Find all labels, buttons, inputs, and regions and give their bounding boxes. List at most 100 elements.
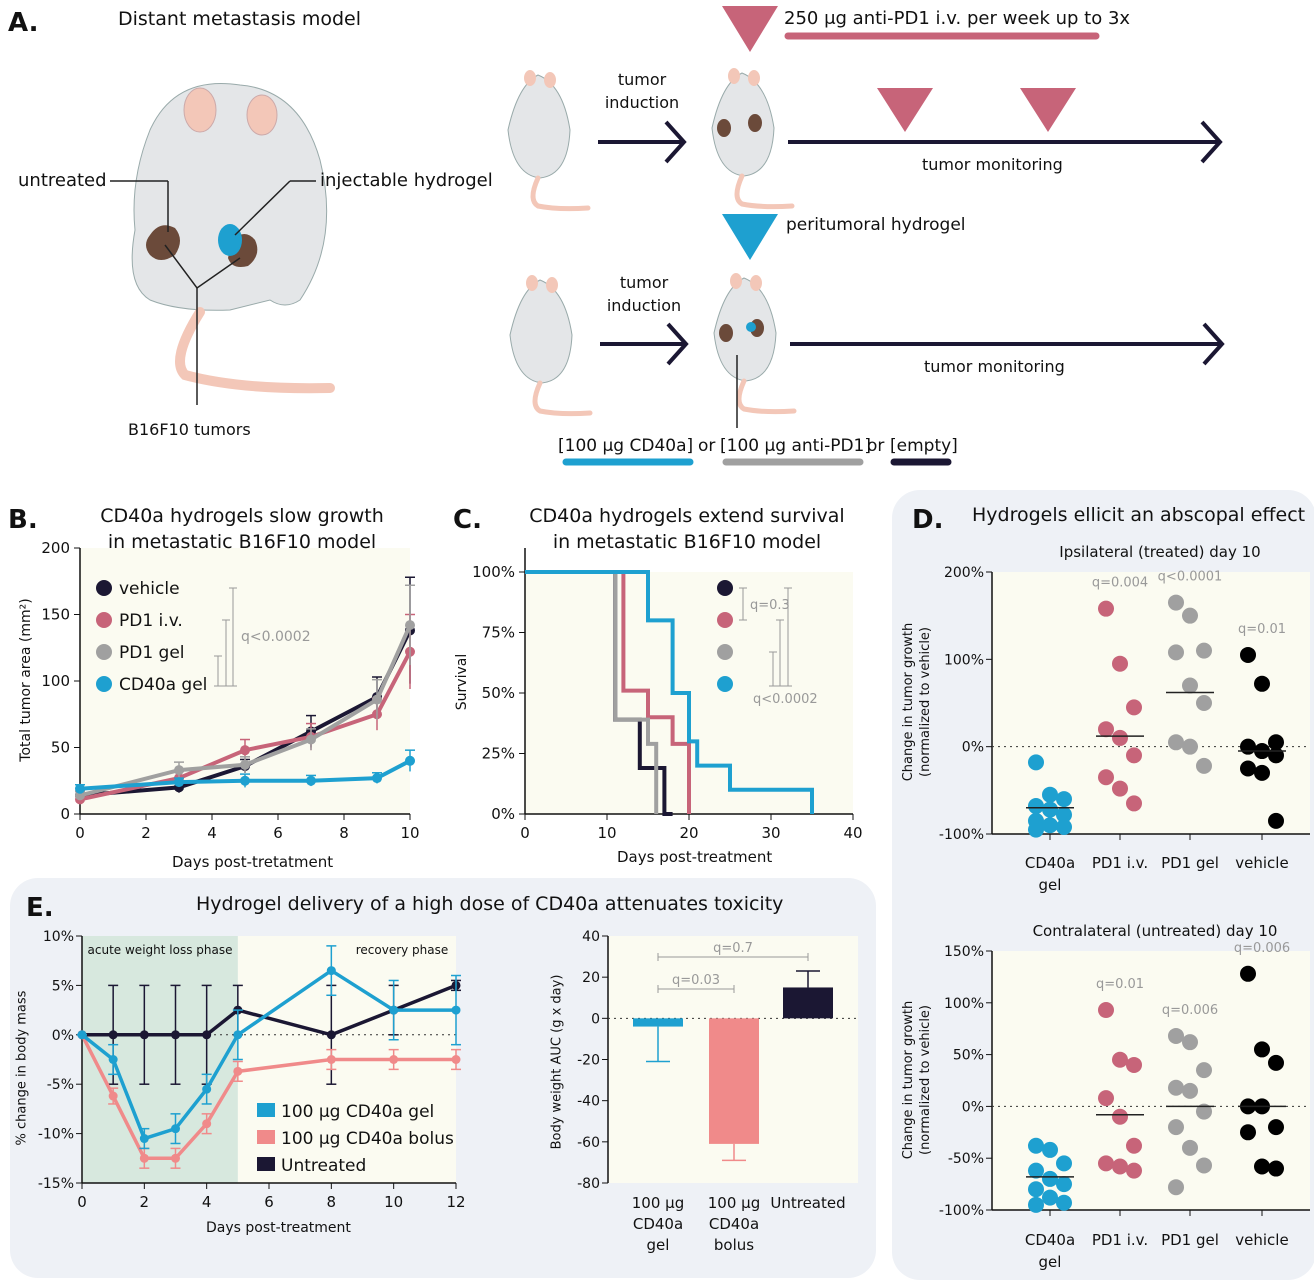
panel-e1-point bbox=[108, 1091, 118, 1101]
panel-d2-dot bbox=[1268, 1160, 1284, 1177]
panel-d2-dot bbox=[1056, 1155, 1072, 1172]
panel-e1-legend-swatch bbox=[257, 1130, 275, 1144]
panel-e2-category-label: gel bbox=[647, 1236, 670, 1254]
panel-d2-dot bbox=[1168, 1119, 1184, 1136]
panel-b-ytick-label: 150 bbox=[41, 606, 70, 624]
panel-d1-dot bbox=[1196, 695, 1212, 711]
panel-e1-xtick-label: 0 bbox=[77, 1193, 87, 1211]
tumor-monitoring-label-1: tumor monitoring bbox=[922, 155, 1063, 174]
panel-e1-point bbox=[326, 1030, 336, 1040]
panel-e1-point bbox=[77, 1030, 87, 1040]
mouse-1-tail bbox=[530, 175, 591, 212]
panel-d1-dot bbox=[1112, 780, 1128, 797]
panel-b-letter: B. bbox=[8, 505, 38, 535]
panel-e1-point bbox=[389, 1055, 399, 1064]
panel-d1-ylabel: Change in tumor growth (normalized to ve… bbox=[901, 622, 933, 782]
panel-d1-dot bbox=[1056, 806, 1072, 823]
panel-d1-dot bbox=[1028, 798, 1044, 815]
panel-d2-category-label: PD1 i.v. bbox=[1092, 1231, 1148, 1249]
panel-e1-ytick-label: -5% bbox=[47, 1077, 74, 1093]
panel-c-letter: C. bbox=[453, 505, 482, 535]
panel-e1-xtick-label: 4 bbox=[202, 1193, 212, 1211]
panel-d1-ytick-label: 0% bbox=[962, 740, 984, 756]
panel-d2-ytick-label: 0% bbox=[962, 1099, 984, 1115]
panel-d1-dot bbox=[1240, 646, 1256, 663]
panel-d1-qvalue: q<0.0001 bbox=[1158, 570, 1223, 585]
panel-e1-ylabel: % change in body mass bbox=[14, 990, 30, 1146]
panel-d1-dot bbox=[1042, 801, 1058, 818]
panel-d2-dot bbox=[1240, 965, 1256, 982]
panel-d2-dot bbox=[1254, 1158, 1270, 1175]
panel-b-point bbox=[240, 759, 250, 770]
panel-e1-point bbox=[326, 1055, 336, 1064]
panel-d1-dot bbox=[1254, 675, 1270, 692]
panel-e1-ytick-label: -10% bbox=[38, 1127, 74, 1143]
panel-d2-dot bbox=[1112, 1108, 1128, 1125]
panel-e2-qvalue-2: q=0.7 bbox=[713, 941, 753, 956]
panel-c-ytick-label: 100% bbox=[472, 563, 515, 581]
panel-d1-dot bbox=[1168, 594, 1184, 611]
panel-b-point bbox=[372, 773, 382, 784]
mouse-2-tumor-right bbox=[748, 114, 762, 132]
tumor-induction-label-1: tumor induction bbox=[604, 70, 680, 113]
panel-d1-dot bbox=[1112, 729, 1128, 746]
panel-d2-ytick-label: 100% bbox=[944, 996, 984, 1012]
panel-e-title: Hydrogel delivery of a high dose of CD40… bbox=[196, 893, 784, 915]
panel-c-title: CD40a hydrogels extend survival in metas… bbox=[529, 505, 845, 554]
panel-b-point bbox=[405, 755, 415, 766]
acute-phase-label: acute weight loss phase bbox=[88, 943, 233, 957]
recovery-phase-label: recovery phase bbox=[356, 943, 449, 957]
label-untreated: untreated bbox=[18, 170, 107, 191]
panel-b-ylabel: Total tumor area (mm²) bbox=[18, 598, 34, 762]
mouse-4-tail bbox=[736, 378, 797, 415]
panel-b-legend-marker bbox=[96, 644, 112, 660]
legend-or-2: or bbox=[867, 436, 885, 456]
panel-b-legend-label: PD1 i.v. bbox=[119, 611, 183, 631]
panel-d1-dot bbox=[1182, 607, 1198, 624]
panel-d1-dot bbox=[1112, 655, 1128, 672]
panel-c-legend-marker bbox=[717, 676, 733, 692]
tumor-monitoring-label-2: tumor monitoring bbox=[924, 357, 1065, 376]
label-b16f10-tumors: B16F10 tumors bbox=[128, 420, 251, 439]
panel-d1-dot bbox=[1240, 760, 1256, 777]
panel-b-line-3 bbox=[79, 759, 411, 791]
panel-d2-ytick-label: -50% bbox=[948, 1151, 984, 1167]
panel-e2-category-label: CD40a bbox=[709, 1215, 759, 1233]
panel-e1-point bbox=[139, 1030, 149, 1040]
panel-d2-category-label: CD40a bbox=[1025, 1231, 1075, 1249]
contralateral-title: Contralateral (untreated) day 10 bbox=[1032, 922, 1278, 940]
panel-b-xtick-label: 4 bbox=[207, 824, 217, 842]
panel-d1-plot-area bbox=[992, 572, 1310, 834]
panel-e2-category-label: bolus bbox=[714, 1236, 754, 1254]
panel-e2-ytick-label: -80 bbox=[577, 1176, 600, 1192]
panel-b-point bbox=[240, 745, 250, 756]
panel-d2-dot bbox=[1042, 1170, 1058, 1187]
panel-d2-dot bbox=[1254, 1041, 1270, 1058]
panel-b-legend-marker bbox=[96, 612, 112, 628]
panel-e1-point bbox=[451, 1055, 461, 1064]
peritumoral-hydrogel-label: peritumoral hydrogel bbox=[786, 215, 966, 235]
dose-triangle-1 bbox=[722, 6, 778, 52]
panel-e1-xtick-label: 8 bbox=[327, 1193, 337, 1211]
big-mouse-ear-left bbox=[183, 87, 217, 133]
panel-c-legend-marker bbox=[717, 644, 733, 660]
panel-c-legend-marker bbox=[717, 580, 733, 596]
big-mouse-tail bbox=[175, 307, 335, 394]
panel-c-qvalue-2: q<0.0002 bbox=[753, 692, 818, 707]
panel-b-point bbox=[240, 775, 250, 786]
legend-or-1: or bbox=[698, 436, 716, 456]
panel-d1-category-label: vehicle bbox=[1235, 854, 1288, 872]
panel-e2-ytick-label: 20 bbox=[582, 970, 600, 986]
panel-d1-dot bbox=[1056, 791, 1072, 808]
panel-c-curve-3 bbox=[525, 570, 814, 814]
mouse-1-body bbox=[507, 74, 571, 179]
panel-d1-dot bbox=[1042, 817, 1058, 834]
panel-e1-ytick-label: 0% bbox=[52, 1028, 74, 1044]
panel-b-xtick-label: 2 bbox=[141, 824, 151, 842]
panel-e2-category-label: 100 μg bbox=[632, 1194, 684, 1212]
panel-d1-dot bbox=[1028, 754, 1044, 771]
panel-d2-dot bbox=[1042, 1141, 1058, 1158]
panel-b-ytick-label: 50 bbox=[51, 739, 70, 757]
panel-b-point bbox=[174, 765, 184, 776]
panel-e1-xtick-label: 10 bbox=[384, 1193, 403, 1211]
